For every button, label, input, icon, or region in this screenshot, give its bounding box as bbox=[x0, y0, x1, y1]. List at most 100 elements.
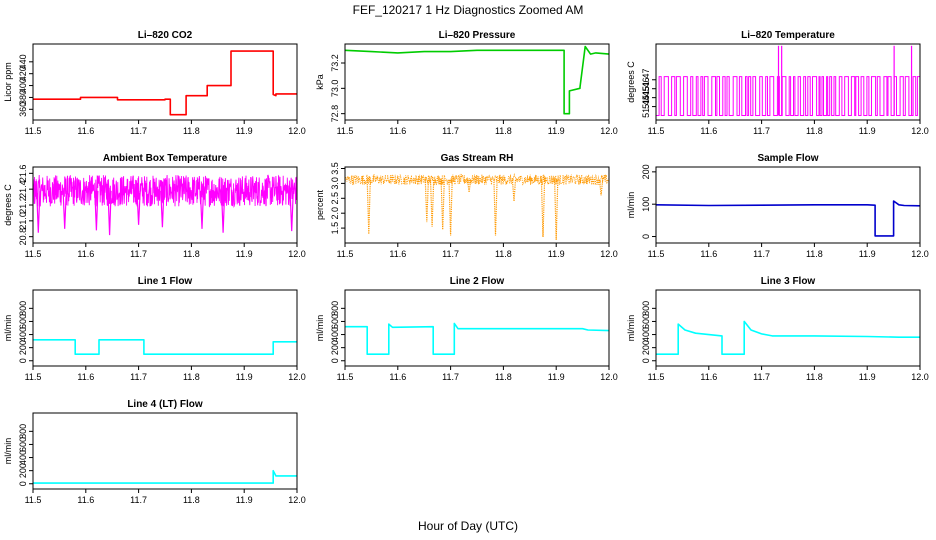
panel-10-xtick-label: 11.7 bbox=[130, 495, 147, 505]
figure-xlabel: Hour of Day (UTC) bbox=[418, 519, 518, 533]
panel-5-ytick-label: 3.5 bbox=[330, 162, 340, 175]
panel-4-ytick-label: 21.2 bbox=[18, 196, 28, 214]
panel-7-title: Line 1 Flow bbox=[138, 276, 193, 287]
panel-1-xtick-label: 12.0 bbox=[288, 126, 306, 136]
panel-4-xtick-label: 12.0 bbox=[288, 249, 306, 259]
panel-7-xtick-label: 11.6 bbox=[77, 372, 94, 382]
panel-1-ytick-label: 380 bbox=[18, 90, 28, 105]
panel-6-series-line bbox=[656, 200, 920, 237]
panel-6-xtick-label: 11.9 bbox=[859, 249, 876, 259]
panel-8: Line 2 Flow 11.5 11.6 11.7 11.8 11.9 12.0 0 2004… bbox=[315, 276, 618, 382]
panel-2-xtick-label: 11.8 bbox=[495, 126, 512, 136]
panel-7-xtick-label: 11.5 bbox=[25, 372, 42, 382]
panel-2-xtick-label: 11.9 bbox=[548, 126, 565, 136]
panel-7-ytick-label: 600 bbox=[18, 314, 28, 329]
panel-4-dip bbox=[94, 190, 99, 231]
panel-9-series-line bbox=[656, 320, 920, 356]
panel-4-dip bbox=[62, 190, 67, 229]
panel-5-dip bbox=[598, 179, 604, 196]
panel-6-xtick-label: 11.5 bbox=[648, 249, 665, 259]
panel-5-dip bbox=[424, 179, 429, 223]
panel-9-xtick-label: 11.8 bbox=[806, 372, 823, 382]
panel-10-data bbox=[33, 469, 297, 484]
panel-1-xtick-label: 11.7 bbox=[130, 126, 147, 136]
panel-5-ytick-label: 1.5 bbox=[330, 222, 340, 235]
panel-4-ytick-label: 21.4 bbox=[18, 180, 28, 198]
panel-5-xtick-label: 11.7 bbox=[442, 249, 459, 259]
panel-3-ytick-label: 51.44 bbox=[641, 95, 651, 118]
panel-7-data bbox=[33, 338, 297, 356]
panel-2-frame bbox=[344, 43, 610, 121]
panel-5-ytick-label: 2.5 bbox=[330, 192, 340, 205]
panel-2-xtick-label: 12.0 bbox=[600, 126, 618, 136]
panel-7-ytick-label: 800 bbox=[18, 301, 28, 316]
panel-1-ylabel: Licor ppm bbox=[3, 62, 13, 102]
panel-4-dip bbox=[289, 190, 294, 232]
panel-3-frame bbox=[655, 43, 921, 121]
panel-7-frame bbox=[32, 289, 298, 367]
panel-9-xtick-label: 12.0 bbox=[911, 372, 929, 382]
panel-4-dip bbox=[107, 190, 112, 236]
panel-1-xtick-label: 11.6 bbox=[77, 126, 94, 136]
panel-5-xtick-label: 12.0 bbox=[600, 249, 618, 259]
panel-9-ytick-label: 800 bbox=[641, 301, 651, 316]
panel-8-xtick-label: 11.5 bbox=[337, 372, 354, 382]
panel-5-xtick-label: 11.5 bbox=[337, 249, 354, 259]
panel-1-ytick-label: 360 bbox=[18, 102, 28, 117]
panel-4-title: Ambient Box Temperature bbox=[103, 153, 228, 164]
panel-5-xtick-label: 11.6 bbox=[389, 249, 406, 259]
panel-8-ytick-label: 400 bbox=[330, 327, 340, 342]
figure-title: FEF_120217 1 Hz Diagnostics Zoomed AM bbox=[353, 3, 584, 17]
panel-10-xtick-label: 11.5 bbox=[25, 495, 42, 505]
panel-3-xtick-label: 11.9 bbox=[859, 126, 876, 136]
panel-3-xtick-label: 11.6 bbox=[700, 126, 717, 136]
panel-2-series-line bbox=[345, 45, 609, 115]
panel-2-ylabel: kPa bbox=[315, 74, 325, 90]
panel-4-ytick-label: 21.0 bbox=[18, 212, 28, 230]
panel-5-dip bbox=[540, 179, 546, 238]
panel-9-data bbox=[656, 320, 920, 356]
panel-4-dip bbox=[220, 190, 226, 233]
panel-8-series-line bbox=[345, 322, 609, 356]
panel-10-xtick-label: 11.9 bbox=[236, 495, 253, 505]
panel-9-xtick-label: 11.7 bbox=[753, 372, 770, 382]
panel-5-ylabel: percent bbox=[315, 189, 325, 220]
panel-1-ytick-label: 440 bbox=[18, 54, 28, 69]
panel-7-ylabel: ml/min bbox=[3, 315, 13, 342]
panel-4-dip bbox=[36, 190, 41, 233]
panel-grid: Li–820 CO2 11.5 11.6 11.7 11.8 11.9 12.0 360380… bbox=[3, 30, 929, 505]
panel-3: Li–820 Temperature 11.5 11.6 11.7 11.8 11.9 12… bbox=[626, 30, 929, 136]
panel-8-xtick-label: 12.0 bbox=[600, 372, 618, 382]
panel-3-xtick-label: 12.0 bbox=[911, 126, 929, 136]
panel-4-xtick-label: 11.7 bbox=[130, 249, 147, 259]
panel-10-xtick-label: 11.6 bbox=[77, 495, 94, 505]
panel-1-xtick-label: 11.9 bbox=[236, 126, 253, 136]
panel-6-ytick-label: 0 bbox=[641, 234, 651, 239]
panel-5-ytick-label: 3.0 bbox=[330, 177, 340, 190]
panel-3-title: Li–820 Temperature bbox=[741, 30, 835, 41]
panel-10-title: Line 4 (LT) Flow bbox=[127, 399, 203, 410]
panel-1-title: Li–820 CO2 bbox=[138, 30, 193, 41]
panel-3-xtick-label: 11.5 bbox=[648, 126, 665, 136]
panel-8-ytick-label: 600 bbox=[330, 314, 340, 329]
panel-7: Line 1 Flow 11.5 11.6 11.7 11.8 11.9 12.0 0 2004… bbox=[3, 276, 306, 382]
panel-5-dip bbox=[493, 179, 498, 236]
panel-9-frame bbox=[655, 289, 921, 367]
panel-4-data bbox=[33, 174, 297, 236]
panel-4-xtick-label: 11.8 bbox=[183, 249, 200, 259]
panel-5-xtick-label: 11.9 bbox=[548, 249, 565, 259]
panel-5-xtick-label: 11.8 bbox=[495, 249, 512, 259]
panel-5-dip bbox=[554, 179, 559, 241]
panel-9-xtick-label: 11.9 bbox=[859, 372, 876, 382]
panel-5-dip bbox=[466, 179, 472, 193]
panel-10-ylabel: ml/min bbox=[3, 438, 13, 465]
panel-6-xtick-label: 11.6 bbox=[700, 249, 717, 259]
panel-5-data bbox=[345, 172, 609, 241]
panel-8-ytick-label: 0 bbox=[330, 358, 340, 363]
panel-1: Li–820 CO2 11.5 11.6 11.7 11.8 11.9 12.0 360380… bbox=[3, 30, 306, 136]
panel-8-frame bbox=[344, 289, 610, 367]
panel-9-ylabel: ml/min bbox=[626, 315, 636, 342]
panel-2-ytick-label: 72.8 bbox=[330, 105, 340, 123]
panel-7-xtick-label: 11.9 bbox=[236, 372, 253, 382]
panel-2-xtick-label: 11.5 bbox=[337, 126, 354, 136]
